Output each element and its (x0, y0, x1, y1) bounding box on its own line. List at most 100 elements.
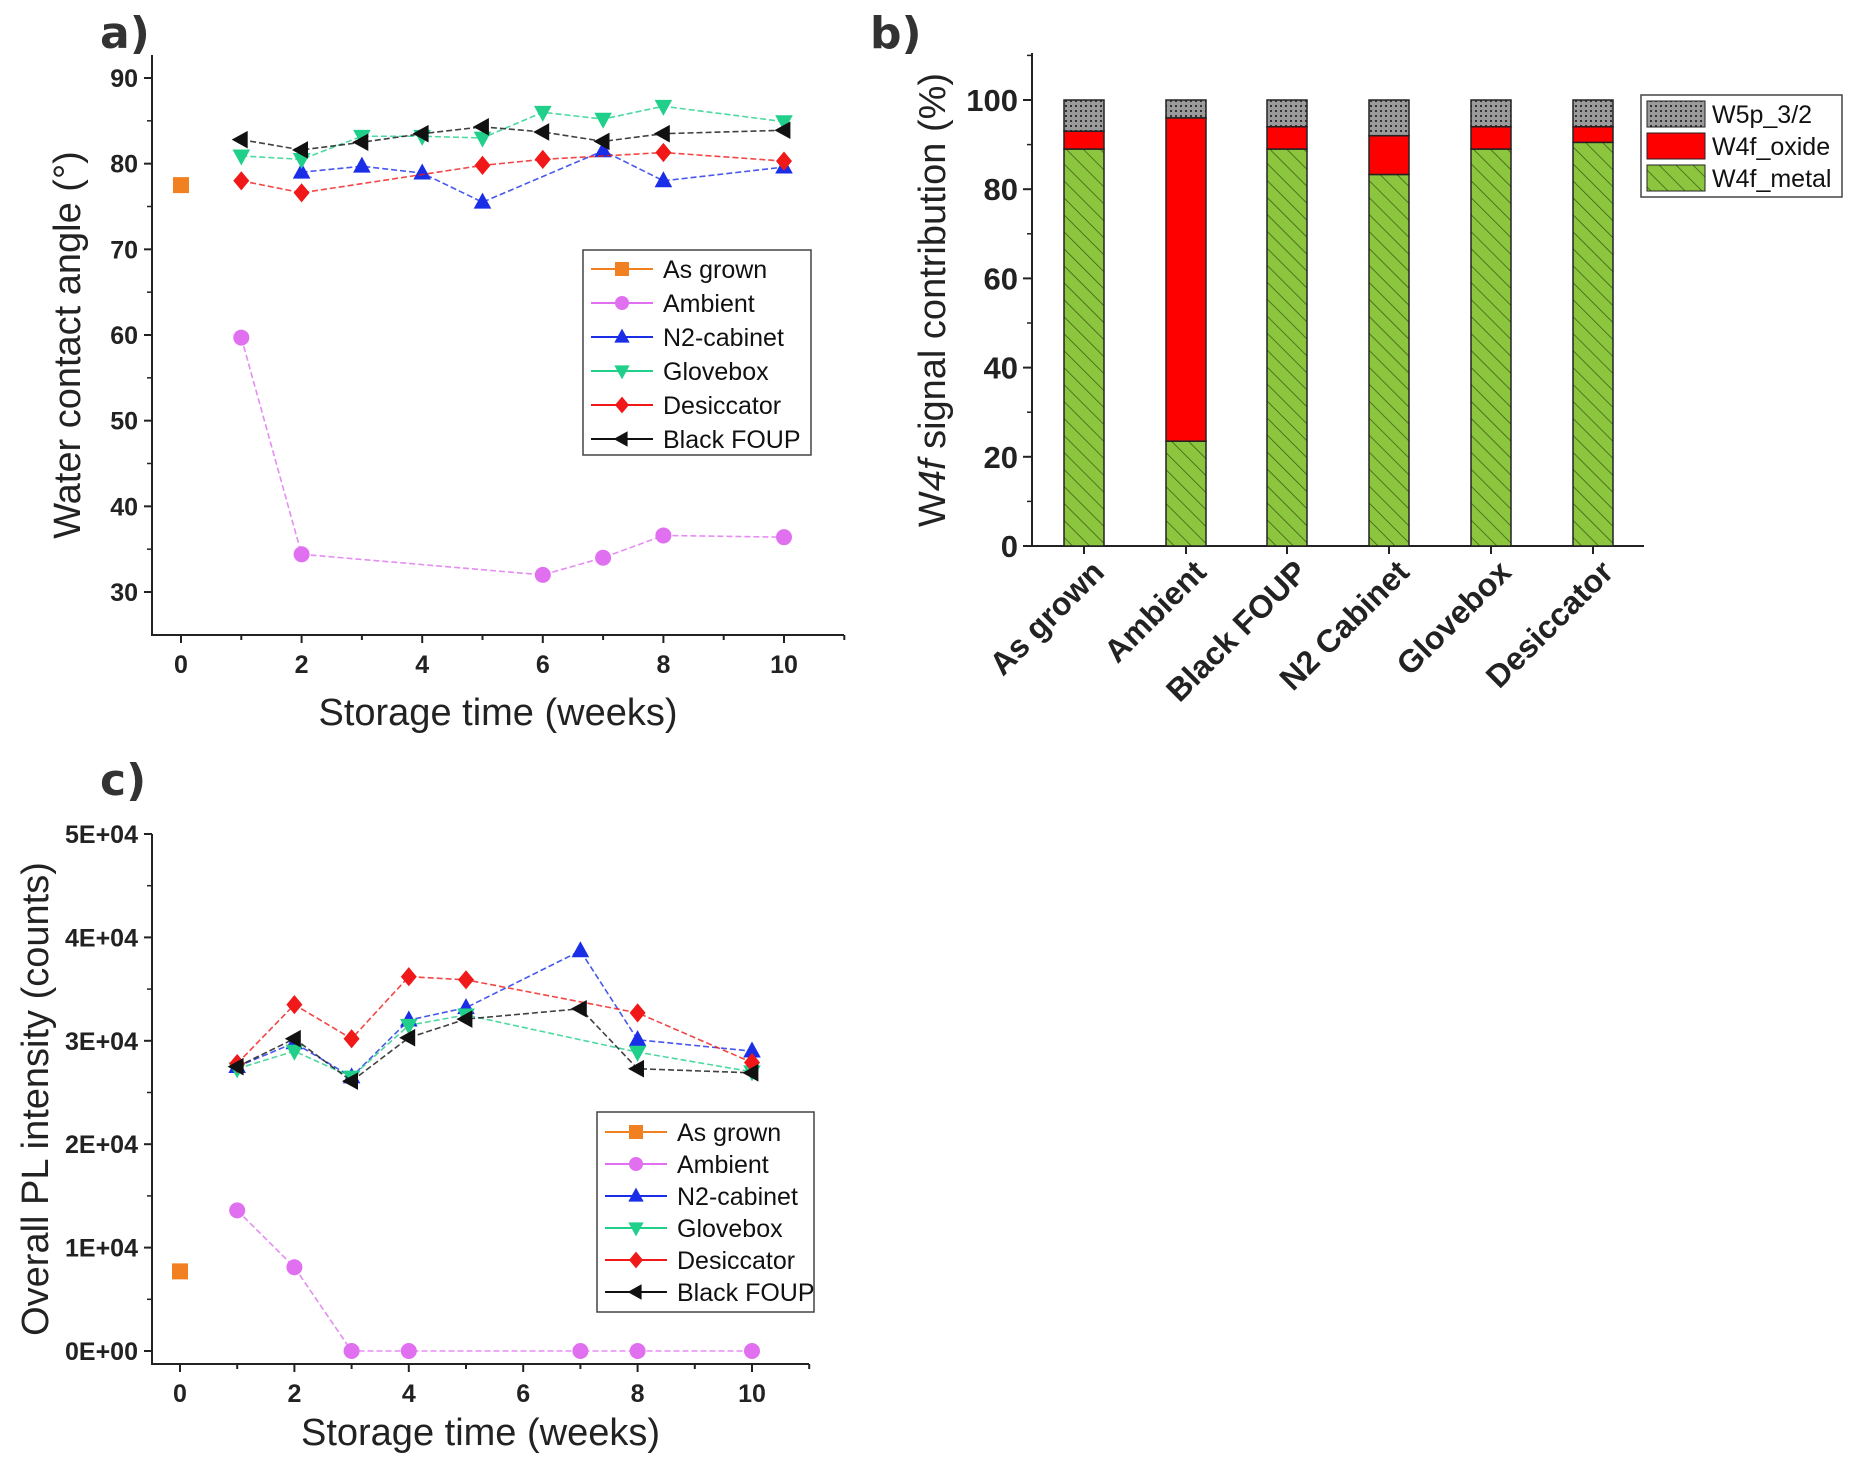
bar-segment-w5p-3-2 (1165, 99, 1207, 119)
data-point (343, 1029, 360, 1049)
data-point (594, 112, 612, 129)
data-point (570, 999, 587, 1018)
y-tick-label: 80 (984, 172, 1018, 207)
legend-marker (628, 1187, 644, 1202)
data-point (293, 183, 310, 203)
y-tick-label: 30 (110, 579, 138, 607)
legend-marker (629, 1157, 643, 1171)
x-tick-label: 10 (770, 651, 798, 679)
data-point (629, 1343, 646, 1359)
series-black-foup (231, 118, 791, 159)
legend: As grown Ambient N2-cabinet Glovebox Desicca… (582, 249, 812, 456)
data-point (655, 527, 672, 544)
x-tick-label: 8 (631, 1380, 645, 1408)
data-point (400, 1018, 418, 1035)
y-axis-title: W4f signal contribution (%) (912, 73, 954, 527)
y-tick-label: 90 (110, 65, 138, 93)
data-point (172, 1263, 188, 1280)
axes (1031, 53, 1644, 547)
legend: As grown Ambient N2-cabinet Glovebox Desicca… (596, 1111, 815, 1313)
data-point (229, 1202, 246, 1219)
series-line (241, 126, 785, 151)
panel-label: c) (100, 755, 146, 806)
series-glovebox (228, 1008, 761, 1087)
data-point (292, 141, 308, 159)
legend-marker (615, 296, 629, 310)
panel-b: b) 0 20 40 60 80 100 W4f signal contribution (%… (870, 8, 1843, 708)
y-tick-label: 40 (984, 351, 1018, 386)
legend-label: As grown (663, 256, 767, 284)
data-point (593, 132, 610, 151)
data-point (231, 130, 248, 149)
legend-label: Glovebox (663, 358, 769, 386)
legend-label: Desiccator (677, 1247, 795, 1275)
x-tick-label: 0 (174, 651, 188, 679)
data-point (472, 118, 489, 136)
y-tick-label: 70 (110, 236, 138, 264)
data-point (400, 967, 417, 987)
data-point (352, 133, 369, 152)
bar-segment-w4f-metal (1572, 141, 1614, 547)
legend-label: N2-cabinet (663, 324, 784, 352)
panel-label: b) (870, 8, 922, 59)
x-tick-label: 2 (287, 1380, 301, 1408)
data-point (353, 156, 371, 173)
legend-marker (614, 365, 630, 380)
x-axis-title: Storage time (weeks) (318, 692, 677, 734)
series-line (240, 337, 785, 576)
data-point (233, 329, 250, 346)
legend-label: W4f_metal (1712, 165, 1831, 193)
bar-segment-w4f-metal (1063, 148, 1105, 547)
legend-label: W5p_3/2 (1712, 101, 1812, 129)
series-black-foup (227, 999, 759, 1090)
bar-segment-w4f-oxide (1165, 117, 1207, 442)
y-tick-label: 60 (984, 261, 1018, 296)
data-point (533, 123, 550, 141)
data-point (285, 1044, 304, 1061)
x-tick-label: As grown (982, 553, 1111, 682)
legend-marker (629, 1125, 643, 1139)
data-point (629, 1003, 646, 1023)
bar-segment-w5p-3-2 (1266, 99, 1308, 128)
data-point (413, 163, 431, 180)
data-point (458, 970, 474, 990)
data-point (776, 151, 792, 171)
bar-segment-w4f-metal (1470, 148, 1512, 547)
data-point (654, 171, 673, 188)
bar-segment-w4f-oxide (1470, 126, 1512, 150)
data-point (292, 162, 311, 179)
y-tick-label: 50 (110, 408, 138, 436)
data-point (743, 1041, 761, 1058)
y-tick-label: 20 (984, 440, 1018, 475)
data-point (227, 1057, 244, 1076)
legend-marker (628, 1222, 644, 1237)
bar-segment-w4f-oxide (1368, 134, 1410, 176)
legend-label: N2-cabinet (677, 1183, 798, 1211)
data-point (655, 142, 672, 163)
y-tick-label: 1E+04 (65, 1235, 138, 1263)
data-point (653, 124, 670, 143)
data-point (233, 171, 250, 191)
bar-segment-w5p-3-2 (1063, 99, 1105, 132)
data-point (286, 1259, 303, 1276)
data-point (628, 1045, 647, 1062)
data-point (456, 1010, 473, 1028)
x-tick-label: 4 (402, 1380, 416, 1408)
series-desiccator (233, 142, 792, 203)
data-point (399, 1028, 416, 1047)
x-tick-label: 10 (738, 1380, 766, 1408)
legend-label: Black FOUP (677, 1279, 815, 1307)
panel-label: a) (100, 8, 150, 59)
legend-marker (614, 328, 630, 343)
legend-box (596, 1111, 815, 1313)
legend-swatch (1646, 164, 1706, 192)
data-point (654, 99, 673, 116)
bar-segment-w5p-3-2 (1572, 99, 1614, 128)
series-line (236, 949, 753, 1078)
x-tick-label: 6 (536, 651, 550, 679)
series-as-grown (173, 177, 189, 194)
data-point (742, 1064, 759, 1082)
legend-marker (629, 1251, 643, 1269)
y-tick-label: 3E+04 (65, 1028, 138, 1056)
